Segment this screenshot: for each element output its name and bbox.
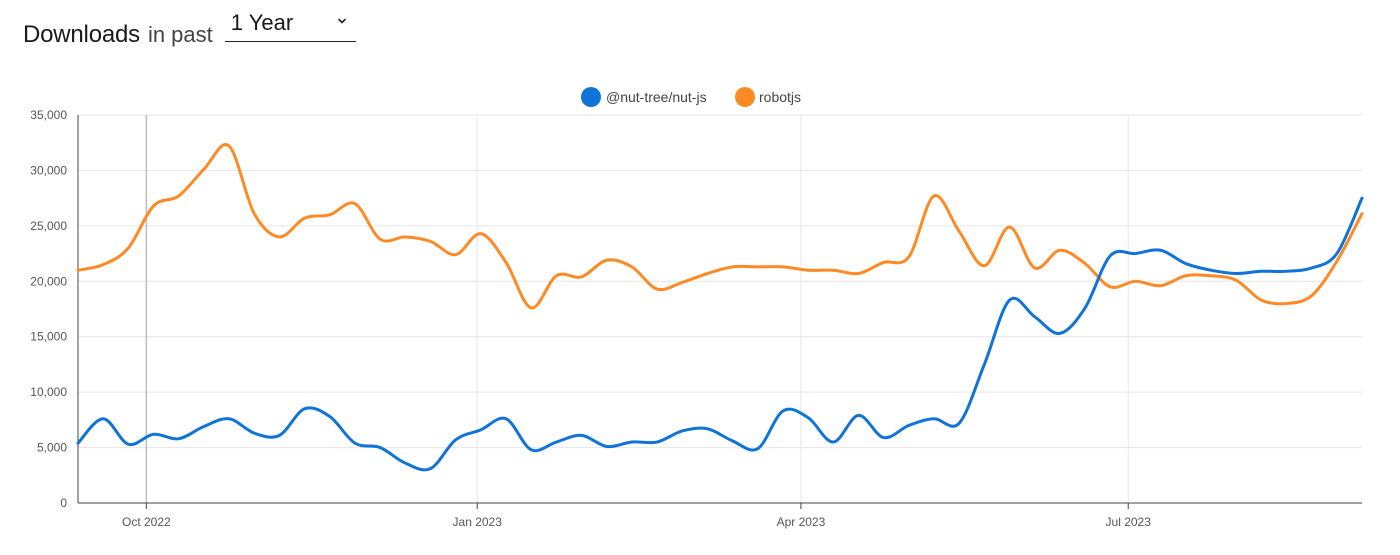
axes: 0 5,000 10,000 15,000 20,000 25,000 30,000 35,0… (30, 108, 1362, 529)
series-lines (76, 143, 1364, 472)
y-tick-label: 10,000 (30, 385, 67, 399)
series-line-2 (76, 143, 1364, 310)
y-tick-label: 30,000 (30, 163, 67, 177)
downloads-header: Downloads in past 1 Year (23, 8, 356, 48)
series-line-1 (76, 196, 1364, 472)
y-tick-label: 5,000 (37, 441, 67, 455)
y-tick-label: 35,000 (30, 108, 67, 122)
y-tick-label: 15,000 (30, 330, 67, 344)
time-range-select[interactable]: 1 Year (224, 8, 356, 42)
legend: @nut-tree/nut-js robotjs (581, 87, 801, 107)
chevron-down-icon (337, 18, 346, 24)
x-tick-label: Jul 2023 (1106, 515, 1152, 529)
legend-label-2: robotjs (759, 89, 801, 105)
x-tick-label: Oct 2022 (122, 515, 171, 529)
grid (78, 114, 1362, 504)
legend-item-series-1[interactable]: @nut-tree/nut-js (581, 87, 707, 107)
page-subtitle: in past (147, 22, 213, 47)
page-title: Downloads (23, 21, 140, 48)
legend-label-1: @nut-tree/nut-js (606, 89, 707, 105)
time-range-value: 1 Year (230, 10, 294, 35)
legend-item-series-2[interactable]: robotjs (735, 87, 801, 107)
x-tick-label: Jan 2023 (453, 515, 503, 529)
legend-marker-1 (581, 87, 601, 107)
x-tick-label: Apr 2023 (777, 515, 826, 529)
y-tick-label: 0 (60, 496, 67, 510)
y-tick-label: 25,000 (30, 219, 67, 233)
legend-marker-2 (735, 87, 755, 107)
y-tick-label: 20,000 (30, 274, 67, 288)
